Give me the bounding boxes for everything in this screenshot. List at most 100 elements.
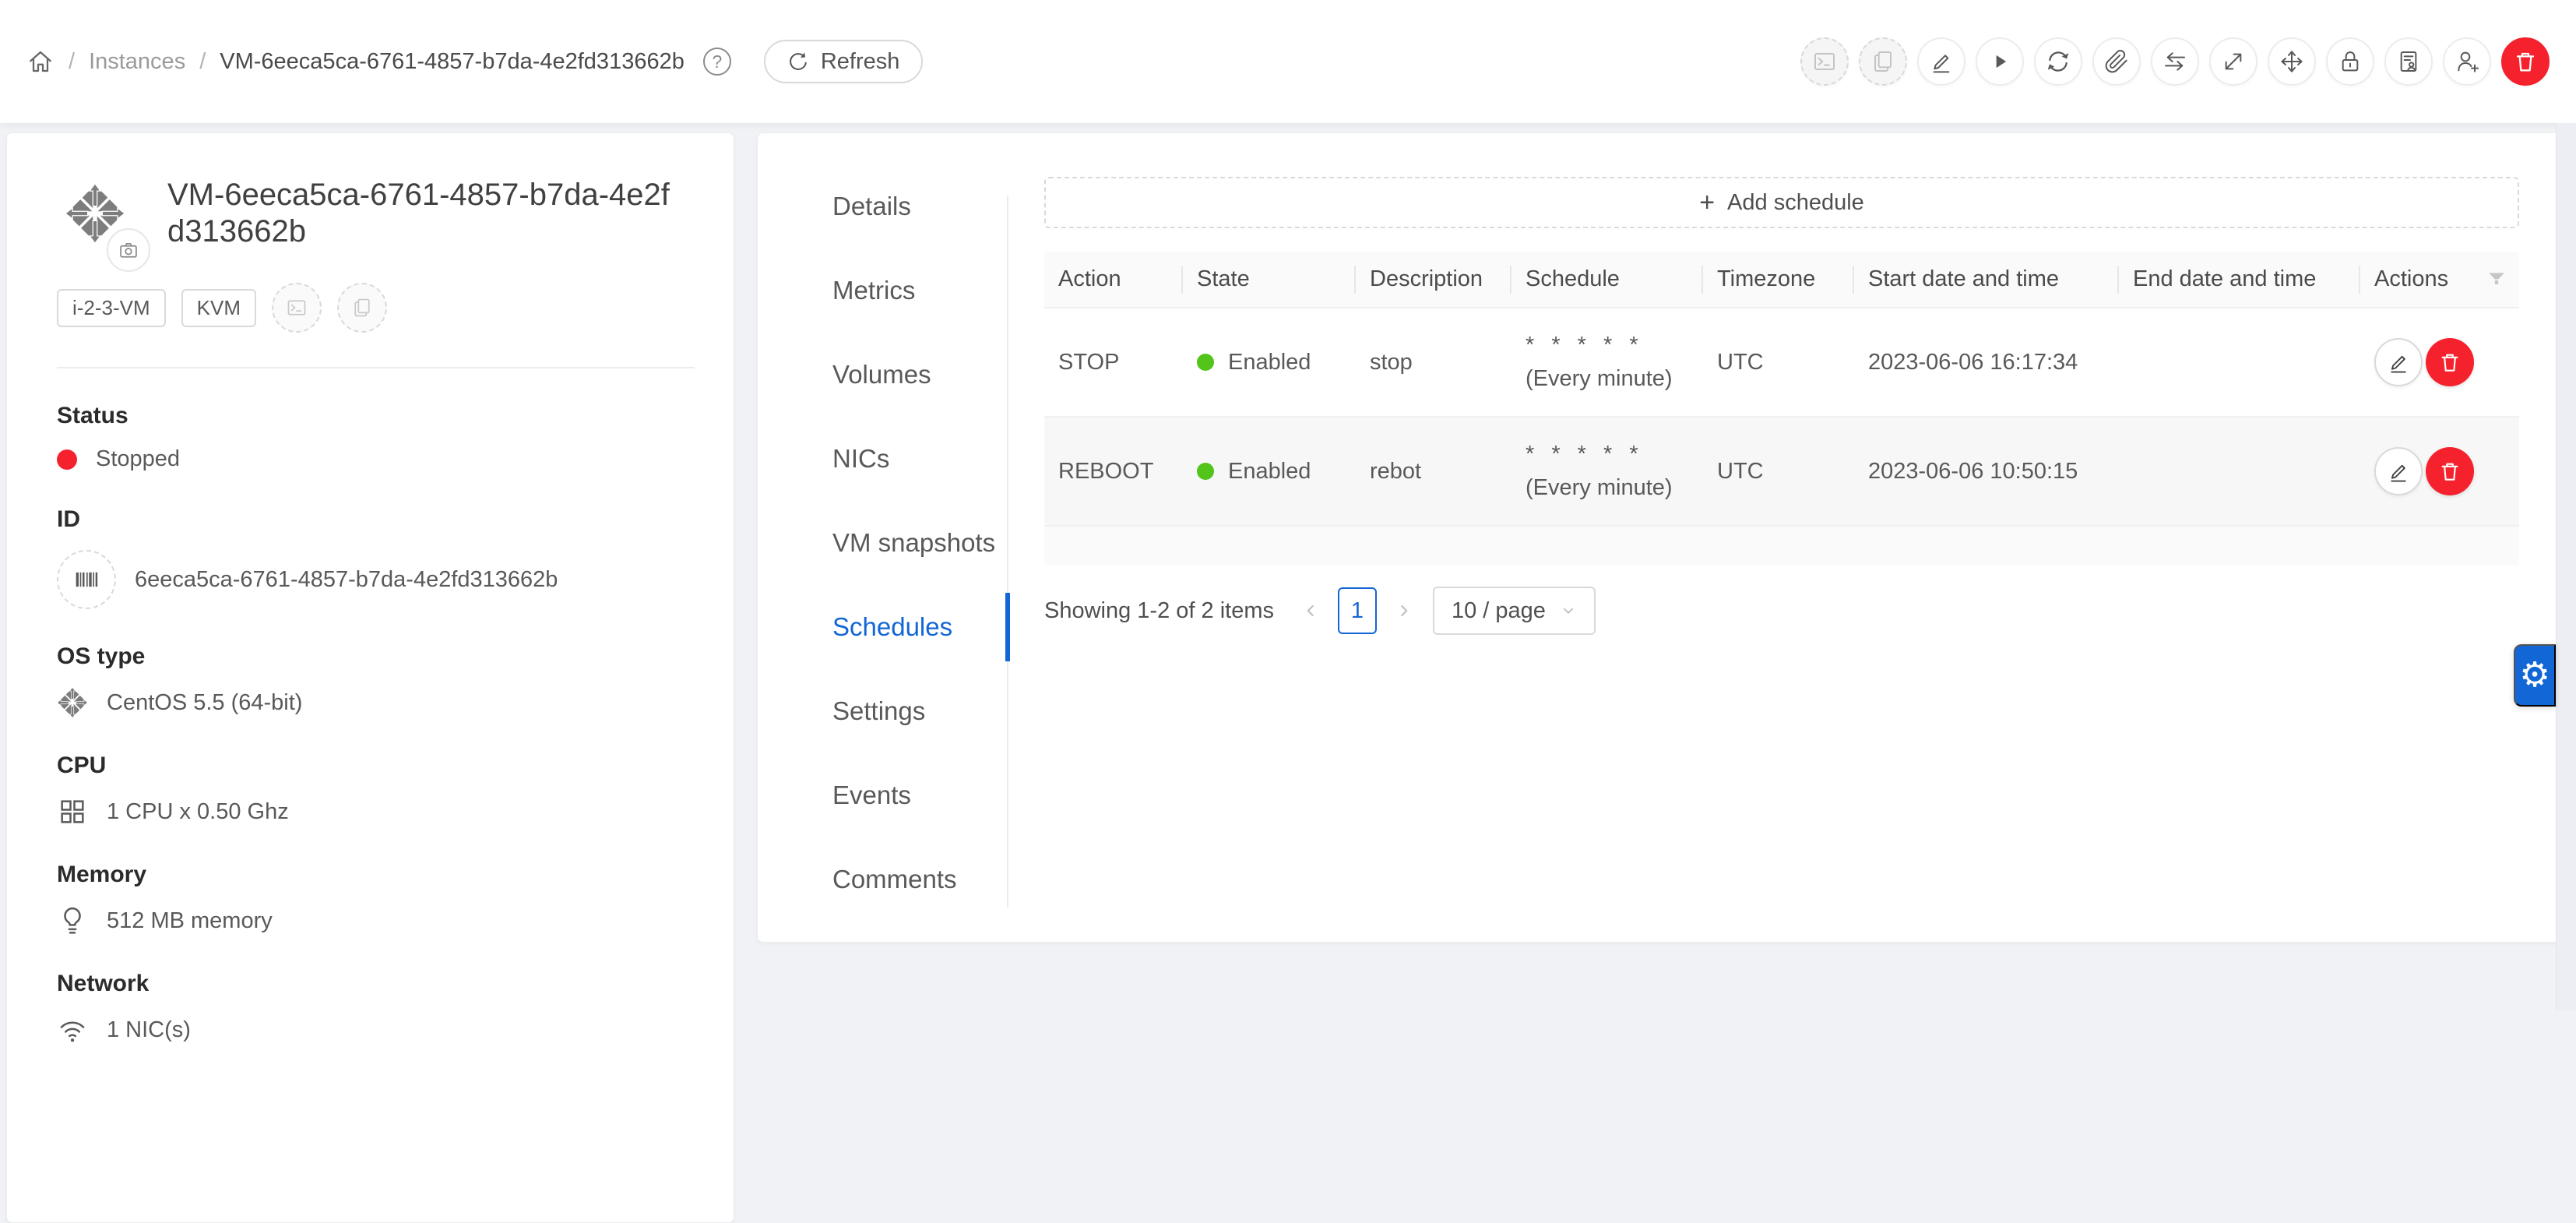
reboot-icon[interactable]	[2034, 37, 2082, 86]
tab-nics[interactable]: NICs	[832, 444, 890, 473]
refresh-button[interactable]: Refresh	[763, 40, 924, 83]
attach-iso-icon[interactable]	[2092, 37, 2141, 86]
os-type-value: CentOS 5.5 (64-bit)	[107, 689, 303, 715]
settings-gear-icon: ⚙	[2519, 655, 2550, 695]
start-icon[interactable]	[1976, 37, 2024, 86]
status-section: Status Stopped	[57, 403, 695, 472]
settings-drawer-button[interactable]: ⚙	[2514, 644, 2556, 707]
cron-expression: * * * * *	[1526, 442, 1644, 467]
cell-schedule: * * * * * (Every minute)	[1511, 417, 1703, 527]
vm-action-toolbar	[1800, 37, 2550, 86]
edit-schedule-button[interactable]	[2374, 338, 2423, 386]
cell-state: Enabled	[1183, 417, 1356, 527]
cell-start: 2023-06-06 16:17:34	[1854, 308, 2119, 418]
assign-user-icon[interactable]	[2443, 37, 2491, 86]
schedules-table: Action State Description Schedule Timezo…	[1044, 252, 2519, 565]
network-value: 1 NIC(s)	[107, 1017, 191, 1042]
scrollbar-track[interactable]	[2556, 123, 2576, 1010]
chevron-down-icon	[1560, 602, 1577, 619]
destroy-icon[interactable]	[2501, 37, 2550, 86]
cell-timezone: UTC	[1703, 417, 1854, 527]
breadcrumb-separator: /	[199, 48, 206, 74]
cell-schedule: * * * * * (Every minute)	[1511, 308, 1703, 418]
tab-details[interactable]: Details	[832, 192, 911, 220]
col-actions-label: Actions	[2374, 266, 2449, 291]
table-header-row: Action State Description Schedule Timezo…	[1044, 252, 2519, 308]
enabled-dot-icon	[1197, 463, 1214, 480]
reinstall-icon[interactable]	[2151, 37, 2199, 86]
cell-timezone: UTC	[1703, 308, 1854, 418]
cell-action: REBOOT	[1044, 417, 1183, 527]
scale-icon[interactable]	[2209, 37, 2258, 86]
barcode-icon[interactable]	[57, 550, 116, 610]
tab-events[interactable]: Events	[832, 781, 911, 809]
migrate-icon[interactable]	[2268, 37, 2316, 86]
page-number-1[interactable]: 1	[1337, 587, 1377, 634]
status-dot-icon	[57, 449, 77, 470]
page-size-select[interactable]: 10 / page	[1432, 587, 1596, 635]
tab-schedules[interactable]: Schedules	[832, 612, 953, 641]
vm-detail-panel: Details Metrics Volumes NICs VM snapshot…	[757, 132, 2562, 943]
next-page-icon[interactable]	[1394, 601, 1414, 621]
tab-volumes[interactable]: Volumes	[832, 360, 931, 389]
refresh-label: Refresh	[820, 48, 900, 74]
col-start[interactable]: Start date and time	[1854, 252, 2119, 308]
camera-upload-icon[interactable]	[107, 228, 150, 273]
tab-comments[interactable]: Comments	[832, 865, 957, 893]
pagination-total: Showing 1-2 of 2 items	[1044, 597, 1274, 623]
col-state[interactable]: State	[1183, 252, 1356, 308]
schedules-tab-content: + Add schedule Action State Description …	[1044, 177, 2519, 635]
console-icon	[272, 283, 322, 333]
delete-schedule-button[interactable]	[2426, 447, 2474, 495]
breadcrumb-vm-name: VM-6eeca5ca-6761-4857-b7da-4e2fd313662b	[220, 48, 684, 74]
wifi-icon	[57, 1014, 88, 1045]
edit-icon[interactable]	[1917, 37, 1965, 86]
cpu-label: CPU	[57, 752, 107, 779]
copy-icon	[1859, 37, 1907, 86]
cell-description: rebot	[1356, 417, 1511, 527]
status-value: Stopped	[96, 446, 181, 472]
id-section: ID 6eeca5ca-6761-4857-b7da-4e2fd313662b	[57, 506, 695, 610]
vm-head: VM-6eeca5ca-6761-4857-b7da-4e2fd313662b	[57, 177, 695, 273]
cell-actions	[2360, 417, 2519, 527]
state-text: Enabled	[1228, 349, 1311, 375]
col-schedule[interactable]: Schedule	[1511, 252, 1703, 308]
tab-active-ink-bar	[1005, 593, 1010, 661]
os-type-label: OS type	[57, 643, 146, 670]
centos-icon	[57, 687, 88, 718]
col-description[interactable]: Description	[1356, 252, 1511, 308]
enabled-dot-icon	[1197, 354, 1214, 371]
col-timezone[interactable]: Timezone	[1703, 252, 1854, 308]
vm-title: VM-6eeca5ca-6761-4857-b7da-4e2fd313662b	[167, 178, 670, 249]
network-section: Network 1 NIC(s)	[57, 971, 695, 1045]
add-schedule-label: Add schedule	[1727, 189, 1864, 215]
tab-menu-divider	[1007, 196, 1008, 908]
id-value: 6eeca5ca-6761-4857-b7da-4e2fd313662b	[135, 566, 558, 592]
cell-start: 2023-06-06 10:50:15	[1854, 417, 2119, 527]
reload-icon	[787, 51, 809, 72]
vm-tag-hypervisor: KVM	[181, 288, 257, 327]
home-icon[interactable]	[26, 48, 55, 76]
question-circle-icon[interactable]: ?	[702, 48, 731, 76]
assign-instance-icon[interactable]	[2384, 37, 2433, 86]
vm-tag-instance: i-2-3-VM	[57, 288, 166, 327]
breadcrumb-instances[interactable]: Instances	[89, 48, 186, 74]
table-row: REBOOT Enabled rebot * * * * * (Every mi…	[1044, 417, 2519, 527]
network-label: Network	[57, 971, 150, 997]
id-label: ID	[57, 506, 80, 533]
tab-settings[interactable]: Settings	[832, 696, 926, 725]
edit-schedule-button[interactable]	[2374, 447, 2423, 495]
col-action[interactable]: Action	[1044, 252, 1183, 308]
page-size-value: 10 / page	[1451, 597, 1546, 623]
tab-metrics[interactable]: Metrics	[832, 276, 916, 305]
prev-page-icon[interactable]	[1300, 601, 1321, 621]
col-end[interactable]: End date and time	[2119, 252, 2360, 308]
cell-state: Enabled	[1183, 308, 1356, 418]
add-schedule-button[interactable]: + Add schedule	[1044, 177, 2519, 228]
delete-schedule-button[interactable]	[2426, 338, 2474, 386]
bulb-icon	[57, 905, 88, 936]
reset-password-icon[interactable]	[2326, 37, 2374, 86]
filter-icon[interactable]	[2486, 270, 2507, 290]
vm-os-logo	[65, 183, 150, 273]
tab-vm-snapshots[interactable]: VM snapshots	[832, 528, 996, 557]
